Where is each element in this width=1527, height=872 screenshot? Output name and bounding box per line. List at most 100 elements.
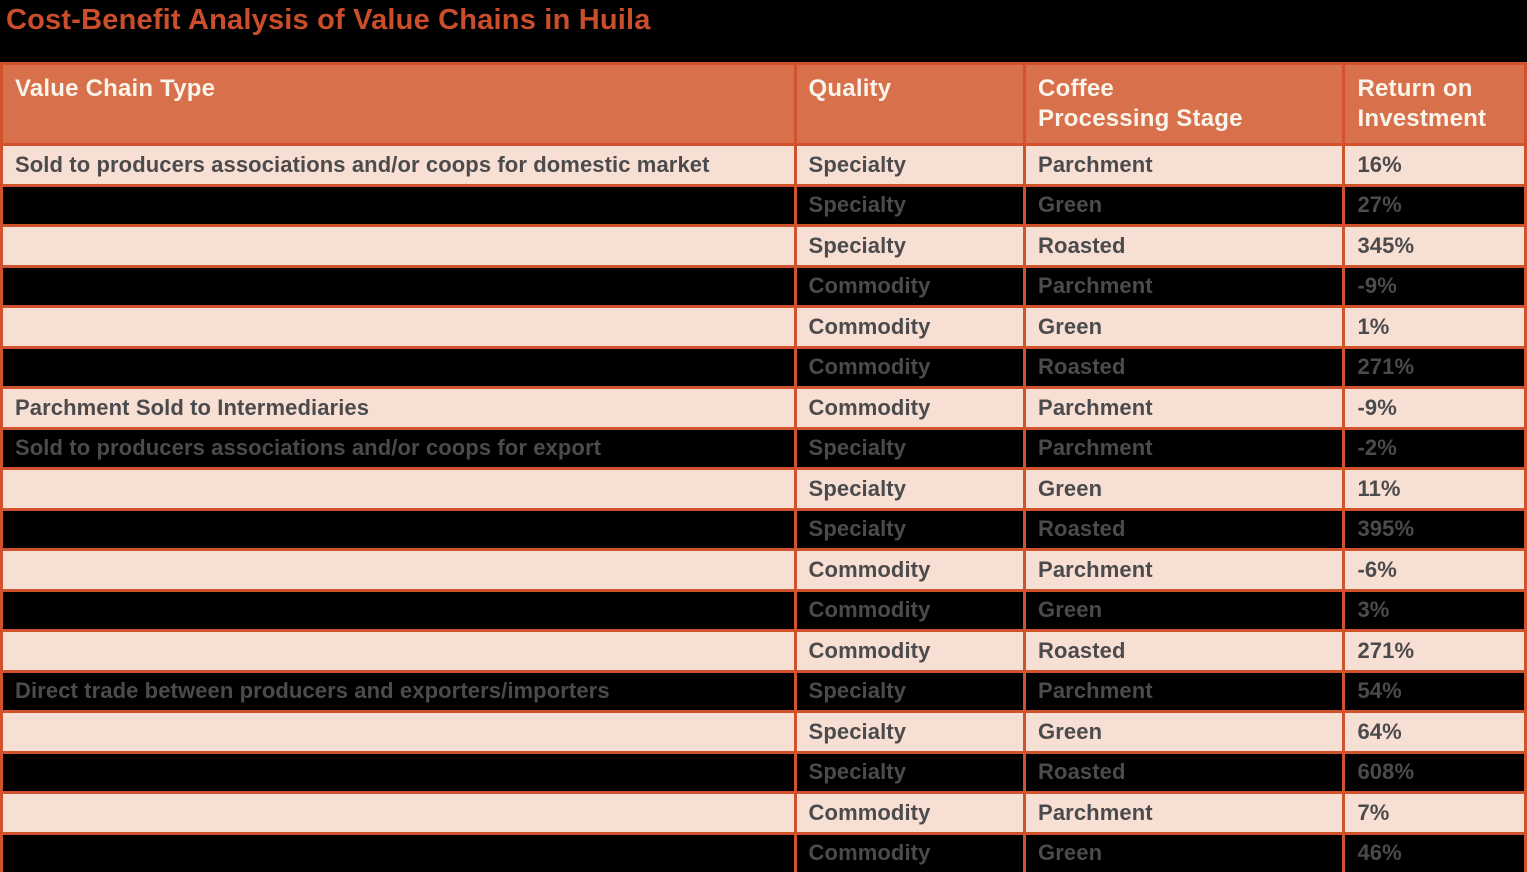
value-chain-type-cell (0, 507, 797, 551)
value-chain-type-cell (0, 750, 797, 794)
quality-cell: Specialty (793, 224, 1027, 268)
processing-stage-cell: Parchment (1023, 669, 1346, 713)
table-row: Commodity Green 3% (0, 588, 1527, 632)
quality-cell: Commodity (793, 629, 1027, 673)
value-chain-type-cell (0, 467, 797, 511)
table-row: Commodity Parchment -9% (0, 264, 1527, 308)
quality-cell: Commodity (793, 588, 1027, 632)
value-chain-type-cell (0, 264, 797, 308)
quality-cell: Specialty (793, 467, 1027, 511)
quality-cell: Commodity (793, 791, 1027, 835)
value-chain-type-cell (0, 791, 797, 835)
processing-stage-cell: Parchment (1023, 386, 1346, 430)
page-title: Cost-Benefit Analysis of Value Chains in… (6, 4, 651, 36)
value-chain-type-cell: Direct trade between producers and expor… (0, 669, 797, 713)
processing-stage-cell: Roasted (1023, 345, 1346, 389)
roi-cell: -9% (1342, 386, 1527, 430)
table-row: Commodity Parchment -6% (0, 548, 1527, 592)
roi-cell: 7% (1342, 791, 1527, 835)
table-row: Specialty Roasted 608% (0, 750, 1527, 794)
roi-cell: 16% (1342, 143, 1527, 187)
table-row: Parchment Sold to Intermediaries Commodi… (0, 386, 1527, 430)
table-row: Commodity Roasted 271% (0, 345, 1527, 389)
quality-cell: Specialty (793, 143, 1027, 187)
processing-stage-cell: Green (1023, 831, 1346, 872)
column-header-processing-stage: Coffee Processing Stage (1023, 62, 1346, 146)
value-chain-type-cell (0, 224, 797, 268)
value-chain-type-cell (0, 305, 797, 349)
table-header-row: Value Chain Type Quality Coffee Processi… (0, 62, 1527, 146)
quality-cell: Specialty (793, 710, 1027, 754)
value-chain-type-cell (0, 831, 797, 872)
table-row: Specialty Green 64% (0, 710, 1527, 754)
roi-cell: 27% (1342, 183, 1527, 227)
table-row: Commodity Green 1% (0, 305, 1527, 349)
processing-stage-cell: Parchment (1023, 426, 1346, 470)
processing-stage-cell: Parchment (1023, 548, 1346, 592)
column-header-value-chain-type: Value Chain Type (0, 62, 797, 146)
value-chain-type-cell (0, 710, 797, 754)
table-row: Specialty Green 11% (0, 467, 1527, 511)
table-row: Specialty Roasted 345% (0, 224, 1527, 268)
roi-cell: 11% (1342, 467, 1527, 511)
value-chain-type-cell (0, 548, 797, 592)
table-header: Value Chain Type Quality Coffee Processi… (0, 62, 1527, 146)
table-row: Commodity Green 46% (0, 831, 1527, 872)
roi-cell: 345% (1342, 224, 1527, 268)
processing-stage-cell: Parchment (1023, 143, 1346, 187)
processing-stage-cell: Roasted (1023, 507, 1346, 551)
value-chain-type-cell (0, 588, 797, 632)
roi-cell: -6% (1342, 548, 1527, 592)
table-row: Commodity Parchment 7% (0, 791, 1527, 835)
roi-cell: 395% (1342, 507, 1527, 551)
column-header-quality: Quality (793, 62, 1027, 146)
table-row: Commodity Roasted 271% (0, 629, 1527, 673)
processing-stage-cell: Parchment (1023, 264, 1346, 308)
roi-cell: 46% (1342, 831, 1527, 872)
processing-stage-cell: Green (1023, 710, 1346, 754)
quality-cell: Specialty (793, 426, 1027, 470)
table-row: Specialty Green 27% (0, 183, 1527, 227)
quality-cell: Commodity (793, 831, 1027, 872)
processing-stage-cell: Green (1023, 588, 1346, 632)
roi-cell: 3% (1342, 588, 1527, 632)
roi-cell: -9% (1342, 264, 1527, 308)
quality-cell: Commodity (793, 548, 1027, 592)
table-row: Sold to producers associations and/or co… (0, 426, 1527, 470)
quality-cell: Commodity (793, 345, 1027, 389)
value-chain-type-cell: Parchment Sold to Intermediaries (0, 386, 797, 430)
processing-stage-cell: Green (1023, 305, 1346, 349)
table-row: Sold to producers associations and/or co… (0, 143, 1527, 187)
roi-cell: 271% (1342, 345, 1527, 389)
roi-cell: 271% (1342, 629, 1527, 673)
processing-stage-cell: Roasted (1023, 750, 1346, 794)
quality-cell: Commodity (793, 264, 1027, 308)
processing-stage-cell: Roasted (1023, 224, 1346, 268)
table-body: Sold to producers associations and/or co… (0, 143, 1527, 872)
quality-cell: Commodity (793, 386, 1027, 430)
table-row: Specialty Roasted 395% (0, 507, 1527, 551)
processing-stage-cell: Roasted (1023, 629, 1346, 673)
cost-benefit-table: Value Chain Type Quality Coffee Processi… (0, 62, 1527, 872)
quality-cell: Specialty (793, 183, 1027, 227)
quality-cell: Specialty (793, 669, 1027, 713)
processing-stage-cell: Parchment (1023, 791, 1346, 835)
value-chain-type-cell (0, 345, 797, 389)
processing-stage-cell: Green (1023, 183, 1346, 227)
value-chain-type-cell (0, 629, 797, 673)
roi-cell: 1% (1342, 305, 1527, 349)
value-chain-type-cell (0, 183, 797, 227)
roi-cell: 64% (1342, 710, 1527, 754)
quality-cell: Specialty (793, 507, 1027, 551)
quality-cell: Specialty (793, 750, 1027, 794)
roi-cell: 54% (1342, 669, 1527, 713)
processing-stage-cell: Green (1023, 467, 1346, 511)
table-row: Direct trade between producers and expor… (0, 669, 1527, 713)
value-chain-type-cell: Sold to producers associations and/or co… (0, 426, 797, 470)
roi-cell: -2% (1342, 426, 1527, 470)
column-header-return-on-investment: Return on Investment (1342, 62, 1527, 146)
roi-cell: 608% (1342, 750, 1527, 794)
value-chain-type-cell: Sold to producers associations and/or co… (0, 143, 797, 187)
quality-cell: Commodity (793, 305, 1027, 349)
